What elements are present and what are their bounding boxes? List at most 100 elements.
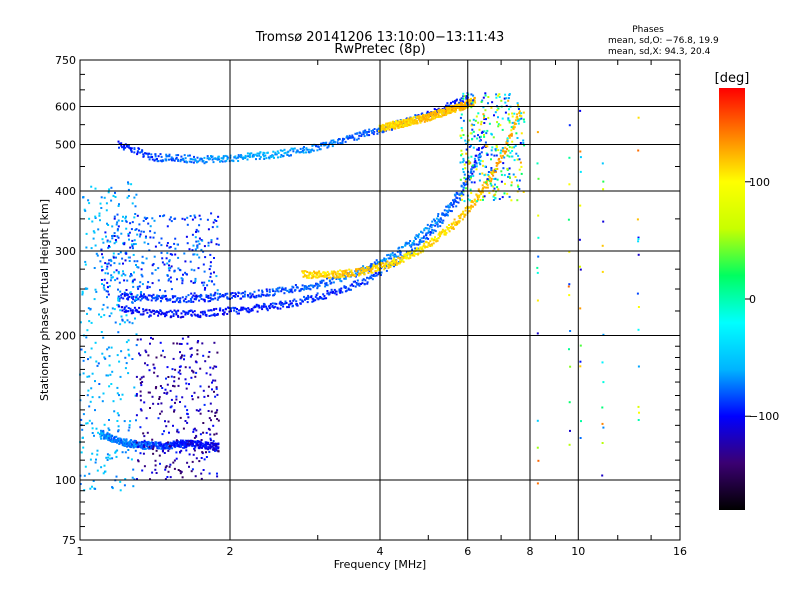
echo-point (200, 439, 203, 441)
echo-point (289, 300, 292, 303)
echo-point (193, 253, 196, 256)
echo-point (311, 272, 314, 275)
echo-point (153, 231, 156, 234)
echo-point (151, 158, 154, 161)
echo-point (114, 279, 117, 282)
echo-point (139, 151, 142, 154)
echo-point (252, 155, 255, 158)
echo-point (190, 280, 193, 283)
y-tick-label: 75 (62, 534, 76, 547)
echo-point (136, 310, 139, 313)
echo-point (351, 271, 354, 274)
echo-point (299, 147, 302, 150)
echo-point (184, 405, 187, 408)
echo-point (370, 130, 373, 132)
echo-point (108, 454, 111, 457)
echo-point (336, 141, 339, 144)
echo-point (89, 400, 92, 403)
echo-point (167, 155, 170, 158)
echo-point (470, 181, 473, 184)
echo-point (471, 128, 474, 131)
echo-point (339, 291, 342, 294)
echo-point (330, 272, 333, 275)
echo-point (258, 295, 261, 298)
echo-point (320, 144, 323, 147)
echo-point (140, 273, 143, 276)
echo-point (130, 312, 133, 315)
echo-point (470, 106, 473, 109)
echo-point (305, 288, 308, 290)
echo-point (187, 310, 190, 313)
echo-point (129, 291, 132, 294)
echo-point (198, 299, 201, 302)
echo-point (151, 395, 154, 398)
echo-point (177, 301, 180, 304)
echo-point (191, 296, 194, 299)
echo-point (134, 213, 137, 215)
echo-point (496, 121, 499, 124)
echo-point (80, 451, 83, 454)
echo-point (484, 92, 487, 95)
echo-point (339, 276, 342, 279)
echo-point (229, 293, 232, 296)
echo-point (460, 136, 463, 139)
echo-point (428, 227, 431, 230)
echo-point (448, 107, 451, 110)
echo-point (179, 316, 182, 319)
echo-point (362, 278, 365, 281)
echo-point (117, 430, 120, 433)
echo-point (93, 298, 96, 301)
echo-point (486, 178, 489, 181)
chart-title: Tromsø 20141206 13:10:00−13:11:43 (255, 30, 505, 45)
echo-point (518, 179, 521, 182)
echo-point (175, 395, 178, 398)
echo-point (164, 388, 167, 391)
echo-point (248, 152, 251, 155)
echo-point (98, 212, 101, 215)
echo-point (338, 290, 341, 293)
echo-point (432, 218, 435, 221)
echo-point (394, 261, 397, 264)
echo-point (178, 443, 181, 446)
echo-point (636, 218, 639, 221)
echo-point (294, 284, 297, 286)
echo-point (193, 391, 196, 394)
echo-point (339, 273, 342, 276)
echo-point (216, 158, 219, 161)
echo-point (121, 318, 124, 321)
echo-point (477, 121, 480, 124)
echo-point (209, 402, 212, 405)
echo-point (290, 147, 293, 150)
echo-point (348, 268, 351, 271)
echo-point (314, 295, 317, 298)
echo-point (158, 312, 161, 315)
echo-point (438, 108, 441, 111)
echo-point (103, 314, 106, 317)
echo-point (215, 443, 217, 446)
echo-point (226, 158, 229, 160)
echo-point (282, 305, 285, 308)
echo-point (182, 159, 185, 162)
echo-point (399, 251, 402, 254)
echo-point (273, 302, 276, 305)
echo-point (151, 156, 154, 158)
colorbar-label: [deg] (715, 71, 750, 86)
echo-point (325, 272, 327, 275)
echo-point (84, 209, 87, 212)
echo-point (86, 394, 89, 397)
echo-point (134, 440, 137, 442)
echo-point (428, 112, 431, 115)
echo-point (491, 171, 494, 174)
echo-point (364, 279, 367, 282)
echo-point (391, 126, 394, 129)
echo-point (317, 145, 320, 148)
echo-point (269, 303, 272, 306)
echo-point (462, 119, 465, 122)
echo-point (427, 237, 430, 240)
echo-point (94, 409, 96, 412)
echo-point (135, 264, 137, 266)
echo-point (106, 306, 109, 309)
echo-point (105, 290, 108, 293)
echo-point (342, 270, 345, 273)
echo-point (192, 158, 195, 161)
